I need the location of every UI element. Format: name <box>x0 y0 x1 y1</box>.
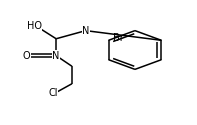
Text: N: N <box>82 26 89 36</box>
Text: HO: HO <box>27 21 42 31</box>
Text: N: N <box>52 51 60 61</box>
Text: O: O <box>23 51 30 61</box>
Text: Br: Br <box>113 33 124 43</box>
Text: Cl: Cl <box>48 88 58 98</box>
